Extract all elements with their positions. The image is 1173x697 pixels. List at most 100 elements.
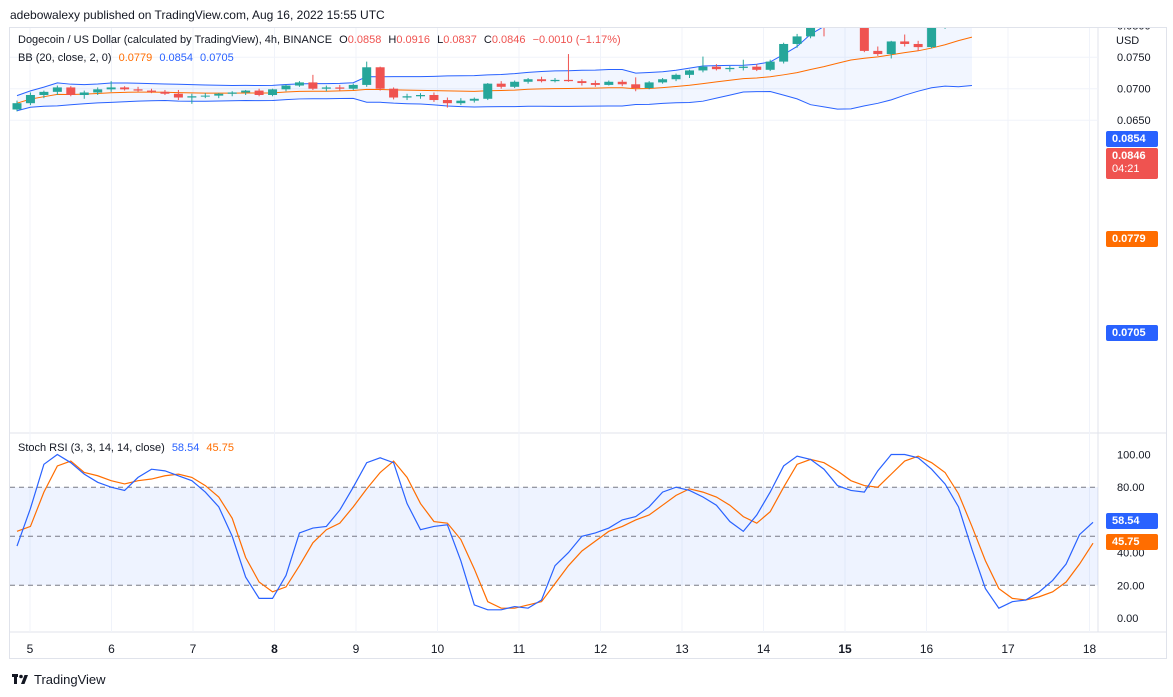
candle-body — [241, 90, 251, 93]
ohlc-low: L0.0837 — [437, 34, 477, 46]
candle-body — [617, 81, 627, 85]
candle-body — [416, 95, 425, 97]
symbol-legend: Dogecoin / US Dollar (calculated by Trad… — [18, 34, 625, 46]
candle-body — [644, 82, 654, 89]
bb-basis-line — [16, 36, 973, 104]
candle-body — [738, 66, 748, 68]
candle-body — [66, 87, 76, 95]
ohlc-close: C0.0846 — [483, 34, 526, 46]
bb-lower-value: 0.0705 — [200, 52, 234, 64]
x-axis-label: 16 — [920, 642, 934, 656]
last-price-tag: 0.0846 04:21 — [1106, 148, 1158, 179]
stoch-k-tag: 58.54 — [1106, 513, 1158, 529]
candle-body — [294, 82, 304, 86]
stoch-d-value: 45.75 — [206, 442, 234, 454]
candle-body — [281, 85, 291, 90]
stoch-k-value: 58.54 — [171, 442, 200, 454]
x-axis-label: 8 — [271, 642, 278, 656]
candle-body — [537, 79, 547, 82]
candle-body — [254, 90, 264, 95]
candle-body — [765, 61, 775, 70]
stoch-d-line — [16, 455, 1094, 609]
bb-legend[interactable]: BB (20, close, 2, 0) 0.0779 0.0854 0.070… — [18, 52, 238, 64]
candle-body — [469, 98, 479, 101]
candle-body — [173, 93, 183, 98]
candle-body — [900, 41, 910, 44]
bb-upper-value: 0.0854 — [159, 52, 193, 64]
bb-lower-line — [16, 84, 973, 112]
candle-body — [792, 36, 802, 44]
ohlc-change: −0.0010 (−1.17%) — [532, 34, 621, 46]
candle-body — [590, 83, 600, 85]
x-axis-label: 12 — [594, 642, 608, 656]
candle-body — [563, 79, 573, 82]
candle-body — [79, 92, 89, 95]
candle-body — [685, 70, 694, 75]
candle-body — [631, 84, 641, 89]
tradingview-logo-icon — [12, 673, 28, 686]
axes: 567891011121314151617180.09000.08500.080… — [27, 28, 1151, 656]
stoch-k-line — [16, 453, 1094, 611]
candle-body — [442, 100, 452, 104]
candle-body — [106, 87, 116, 90]
candle-body — [658, 79, 668, 83]
x-axis-label: 9 — [353, 642, 360, 656]
candle-body — [429, 95, 439, 101]
currency-label: USD — [1116, 35, 1140, 47]
grid — [10, 28, 1166, 633]
candle-body — [227, 92, 237, 94]
candle-body — [133, 89, 143, 91]
price-tick-label: 0.0650 — [1117, 115, 1151, 127]
candle-body — [25, 95, 35, 104]
candle-body — [402, 96, 412, 98]
x-axis-label: 13 — [675, 642, 689, 656]
candle-body — [725, 67, 735, 70]
bb-lower-tag: 0.0705 — [1106, 325, 1158, 341]
stoch-rsi-pane — [10, 453, 1098, 611]
candle-body — [483, 83, 493, 99]
candle-body — [496, 83, 506, 87]
bb-label: BB (20, close, 2, 0) — [18, 52, 112, 64]
stoch-tick-label: 0.00 — [1117, 613, 1138, 625]
stoch-legend[interactable]: Stoch RSI (3, 3, 14, 14, close) 58.54 45… — [18, 442, 238, 454]
symbol-title[interactable]: Dogecoin / US Dollar (calculated by Trad… — [18, 34, 333, 46]
footer-brand[interactable]: TradingView — [12, 672, 106, 687]
candle-body — [913, 43, 923, 48]
bb-basis-tag: 0.0779 — [1106, 231, 1158, 247]
chart-canvas[interactable]: 567891011121314151617180.09000.08500.080… — [10, 28, 1166, 658]
candle-body — [160, 91, 170, 94]
x-axis-label: 5 — [27, 642, 34, 656]
candle-body — [120, 87, 130, 90]
candle-body — [779, 43, 789, 62]
x-axis-label: 10 — [431, 642, 445, 656]
stoch-tick-label: 100.00 — [1117, 450, 1151, 462]
x-axis-label: 17 — [1001, 642, 1015, 656]
candles — [12, 28, 946, 112]
candle-body — [52, 87, 62, 92]
x-axis-label: 15 — [838, 642, 852, 656]
x-axis-label: 6 — [108, 642, 115, 656]
brand-name: TradingView — [34, 672, 106, 687]
published-line: adebowalexy published on TradingView.com… — [10, 8, 385, 22]
candle-body — [39, 91, 49, 95]
candle-body — [711, 66, 721, 70]
x-axis-label: 14 — [757, 642, 771, 656]
candle-body — [348, 84, 358, 89]
candle-body — [886, 41, 896, 55]
candle-body — [510, 81, 520, 87]
bar-countdown: 04:21 — [1112, 163, 1140, 175]
candle-body — [577, 81, 587, 84]
candle-body — [806, 28, 816, 37]
price-tick-label: 0.0800 — [1117, 28, 1151, 33]
candle-body — [389, 88, 399, 98]
chart-frame[interactable]: 567891011121314151617180.09000.08500.080… — [9, 27, 1167, 659]
stoch-tick-label: 80.00 — [1117, 482, 1145, 494]
bb-upper-tag: 0.0854 — [1106, 131, 1158, 147]
bb-basis-value: 0.0779 — [118, 52, 153, 64]
candle-body — [698, 66, 708, 71]
x-axis-label: 11 — [513, 642, 526, 656]
candle-body — [308, 82, 318, 89]
ohlc-open: O0.0858 — [339, 34, 382, 46]
candle-body — [147, 90, 156, 92]
stoch-tick-label: 20.00 — [1117, 580, 1145, 592]
